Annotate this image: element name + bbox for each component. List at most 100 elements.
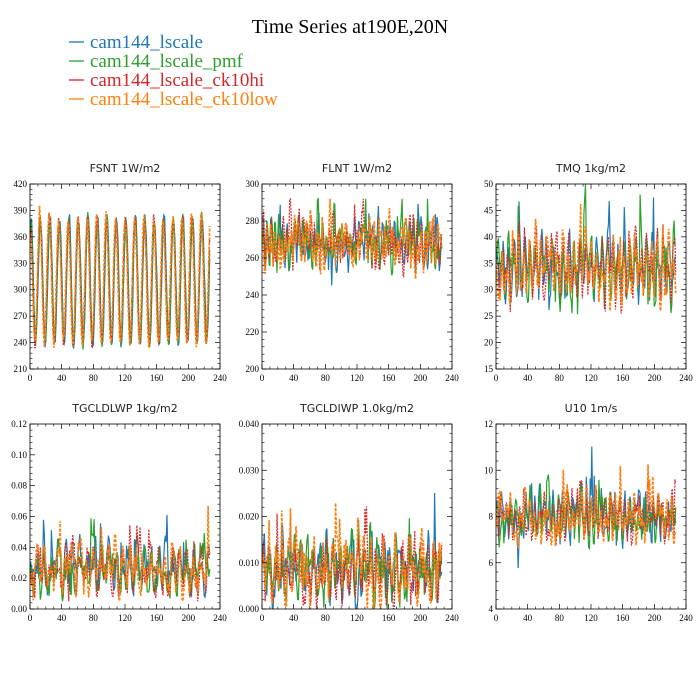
y-tick-label: 0.02 [11,573,27,583]
y-tick-label: 0.10 [11,450,27,460]
y-tick-label: 50 [484,179,494,189]
series-line-4 [30,205,211,349]
x-tick-label: 40 [523,613,533,623]
panel-1: FSNT 1W/m2 0 40 80 120 160 200 240 210 240 270 300 3… [14,162,228,383]
x-tick-label: 160 [150,613,164,623]
y-tick-label: 20 [484,338,494,348]
y-tick-label: 30 [484,285,494,295]
series-group [262,197,443,286]
y-tick-label: 220 [246,327,260,337]
x-tick-label: 240 [445,373,459,383]
series-line-4 [30,505,211,602]
y-tick-label: 0.12 [11,419,27,429]
y-tick-label: 45 [484,205,494,215]
plot-frame [29,183,221,370]
panel-5: TGCLDIWP 1.0kg/m2 0 40 80 120 160 200 240 0.000 0… [239,402,460,623]
x-tick-label: 200 [182,373,196,383]
y-tick-label: 200 [246,364,260,374]
legend: cam144_lscalecam144_lscale_pmfcam144_lsc… [69,32,278,110]
y-tick-label: 6 [489,558,494,568]
y-tick-label: 360 [14,232,28,242]
y-tick-label: 300 [246,179,260,189]
series-group [30,505,211,602]
plot-frame [495,183,687,370]
x-tick-label: 160 [616,613,630,623]
y-tick-label: 0.08 [11,481,27,491]
x-tick-label: 80 [89,613,99,623]
panel-3: TMQ 1kg/m2 0 40 80 120 160 200 240 15 20 25 30 35 40 4… [484,162,693,383]
y-tick-label: 260 [246,253,260,263]
x-tick-label: 240 [213,613,227,623]
legend-label: cam144_lscale_ck10low [90,89,278,110]
y-tick-label: 330 [14,258,28,268]
y-tick-label: 240 [246,290,260,300]
y-tick-label: 240 [14,338,28,348]
y-tick-label: 390 [14,205,28,215]
y-tick-label: 420 [14,179,28,189]
y-tick-label: 0.06 [11,512,27,522]
legend-label: cam144_lscale [90,32,203,53]
x-tick-label: 240 [213,373,227,383]
legend-label: cam144_lscale_pmf [90,51,244,72]
series-group [496,184,677,315]
x-tick-label: 200 [414,373,428,383]
legend-label: cam144_lscale_ck10hi [90,70,264,91]
panels: FSNT 1W/m20 40 80 120 160 200 2402102402703003… [11,162,693,623]
x-tick-label: 200 [648,373,662,383]
panel-title: TGCLDLWP 1kg/m2 [71,402,177,415]
x-tick-label: 120 [350,373,364,383]
x-tick-label: 40 [57,613,67,623]
x-tick-label: 120 [118,613,132,623]
x-tick-label: 240 [445,613,459,623]
x-tick-label: 200 [182,613,196,623]
x-tick-label: 40 [289,613,299,623]
y-tick-label: 0.040 [239,419,260,429]
x-tick-label: 40 [523,373,533,383]
figure-title: Time Series at190E,20N [252,16,448,38]
x-tick-label: 40 [57,373,67,383]
y-tick-label: 4 [489,604,494,614]
x-tick-label: 80 [89,373,99,383]
panel-title: TGCLDIWP 1.0kg/m2 [299,402,414,415]
x-tick-label: 160 [382,373,396,383]
x-tick-label: 240 [679,613,693,623]
x-tick-label: 0 [494,613,499,623]
panel-title: FSNT 1W/m2 [90,162,161,175]
x-tick-label: 0 [260,373,265,383]
x-tick-label: 80 [555,613,565,623]
series-line-3 [496,479,677,546]
y-tick-label: 35 [484,258,494,268]
x-tick-label: 0 [494,373,499,383]
y-tick-label: 280 [246,216,260,226]
x-tick-label: 0 [260,613,265,623]
y-tick-label: 15 [484,364,494,374]
y-tick-label: 0.000 [239,604,260,614]
series-line-4 [262,502,443,609]
panel-6: U10 1m/s 0 40 80 120 160 200 240 4 6 8 10 12 [484,402,693,623]
panel-4: TGCLDLWP 1kg/m2 0 40 80 120 160 200 240 0.00 0.02… [11,402,227,623]
x-tick-label: 120 [118,373,132,383]
x-tick-label: 120 [584,613,598,623]
y-tick-label: 8 [489,512,494,522]
y-tick-label: 0.020 [239,512,260,522]
y-tick-label: 0.00 [11,604,27,614]
y-tick-label: 210 [14,364,28,374]
series-line-4 [496,204,677,311]
y-tick-label: 270 [14,311,28,321]
series-line-1 [496,446,677,569]
y-tick-label: 300 [14,285,28,295]
x-tick-label: 200 [414,613,428,623]
x-tick-label: 80 [321,613,331,623]
y-tick-label: 10 [484,465,494,475]
x-tick-label: 120 [350,613,364,623]
series-line-4 [262,198,443,280]
x-tick-label: 160 [382,613,396,623]
x-tick-label: 240 [679,373,693,383]
panel-2: FLNT 1W/m2 0 40 80 120 160 200 240 200 220 240 260 2… [246,162,460,383]
series-group [496,446,677,569]
x-tick-label: 0 [28,373,33,383]
y-tick-label: 12 [484,419,493,429]
x-tick-label: 160 [150,373,164,383]
panel-title: U10 1m/s [565,402,618,415]
